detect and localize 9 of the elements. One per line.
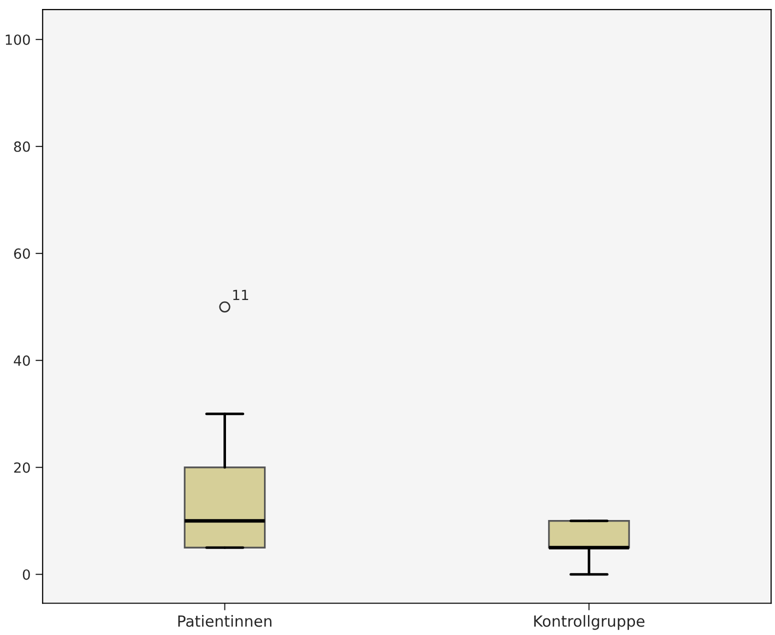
y-tick-label: 40	[14, 355, 30, 366]
x-tick-label: Kontrollgruppe	[534, 615, 644, 630]
y-tick-label: 60	[14, 248, 30, 259]
y-tick-label: 100	[6, 34, 30, 45]
annotation: 11	[233, 290, 248, 300]
x-tick-label: Patientinnen	[178, 615, 272, 627]
y-tick-label: 0	[22, 569, 30, 580]
y-tick-label: 20	[14, 462, 30, 473]
y-tick-label: 80	[14, 141, 30, 152]
